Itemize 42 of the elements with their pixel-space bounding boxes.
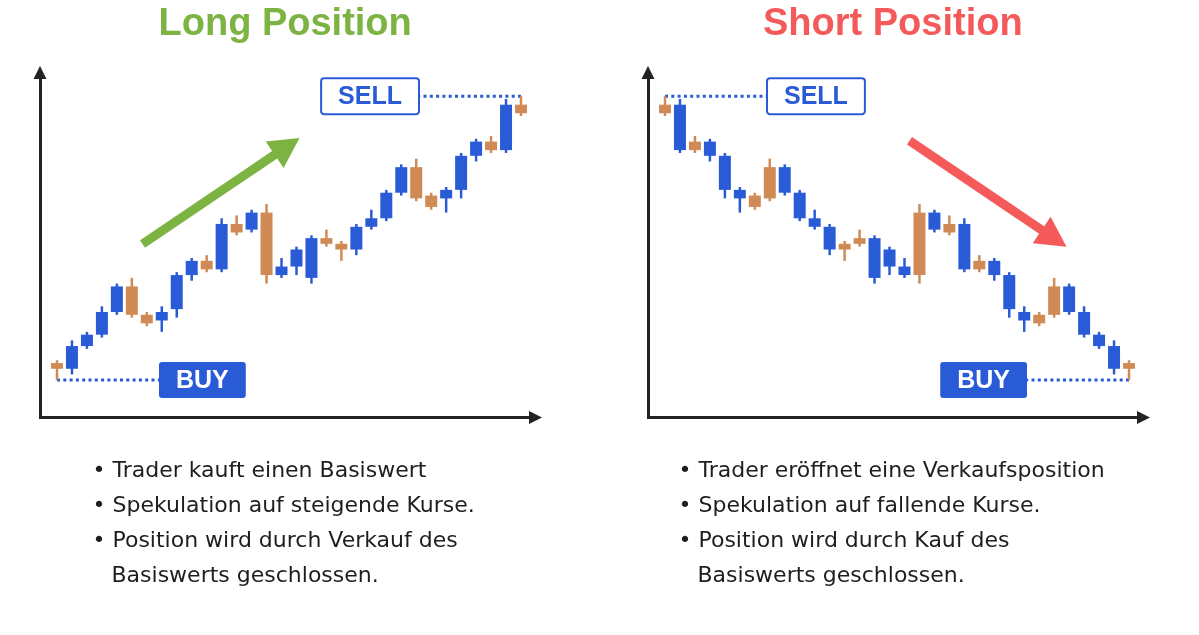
candlestick: [883, 245, 896, 277]
text: • Spekulation auf steigende Kurse.: [92, 491, 476, 519]
candlestick: [515, 94, 527, 118]
ref-line-label: BUY: [175, 365, 230, 394]
candlestick: [350, 222, 363, 257]
ref-line-label: BUY: [957, 365, 1011, 394]
candlestick: [988, 256, 1001, 282]
candlestick: [185, 256, 198, 282]
candlestick: [1018, 305, 1031, 334]
text: • Trader kauft einen Basiswert: [92, 456, 428, 484]
candlestick: [928, 208, 941, 234]
chart-title: Long Position: [158, 0, 412, 44]
candlestick: [245, 208, 258, 234]
candlestick: [95, 305, 108, 339]
candlestick: [898, 256, 911, 280]
candlestick: [808, 208, 821, 231]
text: • Spekulation auf fallende Kurse.: [678, 491, 1042, 519]
candlestick: [823, 222, 836, 257]
candlestick: [155, 305, 168, 334]
ref-line-label: SELL: [338, 81, 403, 110]
candlestick: [335, 239, 348, 263]
chart-title: Short Position: [763, 0, 1023, 44]
candlestick: [1108, 339, 1121, 376]
candlestick: [230, 214, 243, 237]
candlestick: [943, 214, 956, 237]
candlestick: [470, 137, 483, 163]
candlestick: [440, 185, 453, 214]
candlestick: [65, 339, 78, 376]
candlestick: [838, 239, 851, 263]
candlestick: [703, 137, 716, 163]
ref-line-label: SELL: [783, 81, 848, 110]
candlestick: [290, 245, 303, 277]
text: • Trader eröffnet eine Verkaufsposition: [678, 456, 1106, 484]
candlestick: [1123, 358, 1135, 382]
candlestick: [51, 358, 63, 382]
text: • Position wird durch Verkauf des Basiswerts geschlossen.: [92, 526, 459, 589]
candlestick: [275, 256, 288, 280]
candlestick: [659, 94, 671, 118]
candlestick: [365, 208, 378, 231]
candlestick: [1078, 305, 1091, 339]
candlestick: [733, 185, 746, 214]
text: • Position wird durch Kauf des Basiswerts geschlossen.: [678, 526, 1011, 589]
